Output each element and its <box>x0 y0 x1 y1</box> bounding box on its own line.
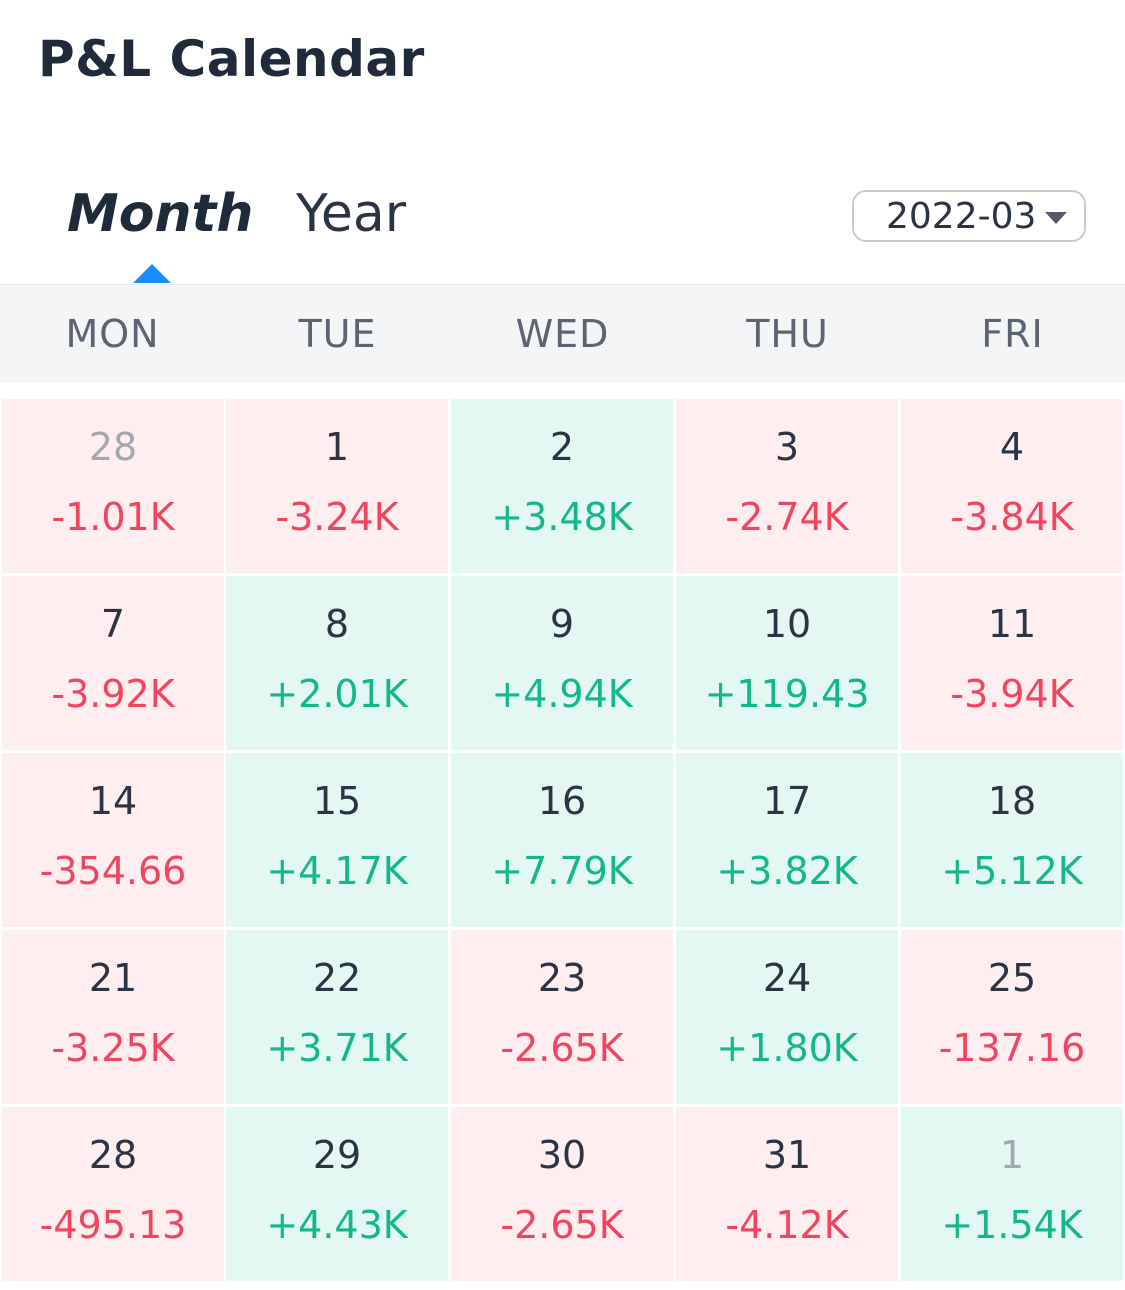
weekday-fri: FRI <box>981 312 1044 356</box>
calendar-day-cell[interactable]: 17 +3.82K <box>676 753 898 927</box>
day-number: 18 <box>987 779 1037 823</box>
calendar-day-cell[interactable]: 9 +4.94K <box>451 576 673 750</box>
daily-pnl-value: -1.01K <box>51 495 175 539</box>
day-number: 25 <box>987 956 1037 1000</box>
tab-year[interactable]: Year <box>296 184 407 244</box>
day-number: 30 <box>537 1133 587 1177</box>
calendar-day-cell[interactable]: 21 -3.25K <box>2 930 224 1104</box>
day-number: 28 <box>88 1133 138 1177</box>
day-number: 21 <box>88 956 138 1000</box>
month-selector-value: 2022-03 <box>886 196 1037 237</box>
day-number: 22 <box>312 956 362 1000</box>
daily-pnl-value: +119.43 <box>704 672 870 716</box>
calendar-day-cell[interactable]: 1 +1.54K <box>901 1107 1123 1281</box>
calendar-day-cell[interactable]: 29 +4.43K <box>226 1107 448 1281</box>
calendar-day-cell[interactable]: 18 +5.12K <box>901 753 1123 927</box>
tab-month[interactable]: Month <box>67 184 254 244</box>
daily-pnl-value: -2.65K <box>500 1026 624 1070</box>
view-tabs: Month Year <box>0 180 1125 284</box>
caret-down-icon <box>1045 212 1067 224</box>
daily-pnl-value: -2.74K <box>725 495 849 539</box>
weekday-mon: MON <box>65 312 160 356</box>
calendar-day-cell[interactable]: 10 +119.43 <box>676 576 898 750</box>
day-number: 28 <box>88 425 138 469</box>
daily-pnl-value: -137.16 <box>938 1026 1086 1070</box>
day-number: 10 <box>762 602 812 646</box>
daily-pnl-value: -354.66 <box>39 849 187 893</box>
daily-pnl-value: -3.92K <box>51 672 175 716</box>
day-number: 24 <box>762 956 812 1000</box>
day-number: 3 <box>774 425 800 469</box>
day-number: 9 <box>549 602 575 646</box>
calendar-day-cell[interactable]: 22 +3.71K <box>226 930 448 1104</box>
day-number: 7 <box>100 602 126 646</box>
day-number: 11 <box>987 602 1037 646</box>
day-number: 15 <box>312 779 362 823</box>
daily-pnl-value: +1.54K <box>941 1203 1083 1247</box>
calendar-day-cell[interactable]: 3 -2.74K <box>676 399 898 573</box>
daily-pnl-value: +3.82K <box>716 849 858 893</box>
calendar-day-cell[interactable]: 28 -495.13 <box>2 1107 224 1281</box>
weekday-wed: WED <box>515 312 610 356</box>
daily-pnl-value: +3.48K <box>491 495 633 539</box>
calendar-day-cell[interactable]: 1 -3.24K <box>226 399 448 573</box>
daily-pnl-value: +3.71K <box>266 1026 408 1070</box>
daily-pnl-value: +4.17K <box>266 849 408 893</box>
day-number: 8 <box>324 602 350 646</box>
calendar-day-cell[interactable]: 4 -3.84K <box>901 399 1123 573</box>
calendar-day-cell[interactable]: 11 -3.94K <box>901 576 1123 750</box>
daily-pnl-value: -4.12K <box>725 1203 849 1247</box>
day-number: 14 <box>88 779 138 823</box>
calendar-day-cell[interactable]: 25 -137.16 <box>901 930 1123 1104</box>
day-number: 1 <box>324 425 350 469</box>
daily-pnl-value: +1.80K <box>716 1026 858 1070</box>
page-title: P&L Calendar <box>38 30 425 88</box>
day-number: 17 <box>762 779 812 823</box>
active-tab-indicator <box>133 264 171 283</box>
daily-pnl-value: -3.24K <box>275 495 399 539</box>
weekday-header: MON TUE WED THU FRI <box>0 284 1125 383</box>
calendar-day-cell[interactable]: 14 -354.66 <box>2 753 224 927</box>
calendar-day-cell[interactable]: 2 +3.48K <box>451 399 673 573</box>
calendar-day-cell[interactable]: 7 -3.92K <box>2 576 224 750</box>
daily-pnl-value: -3.94K <box>950 672 1074 716</box>
day-number: 31 <box>762 1133 812 1177</box>
daily-pnl-value: +4.94K <box>491 672 633 716</box>
calendar-day-cell[interactable]: 24 +1.80K <box>676 930 898 1104</box>
weekday-thu: THU <box>746 312 829 356</box>
daily-pnl-value: -2.65K <box>500 1203 624 1247</box>
month-selector[interactable]: 2022-03 <box>852 190 1086 242</box>
daily-pnl-value: -3.84K <box>950 495 1074 539</box>
daily-pnl-value: +4.43K <box>266 1203 408 1247</box>
daily-pnl-value: +5.12K <box>941 849 1083 893</box>
day-number: 16 <box>537 779 587 823</box>
calendar-day-cell[interactable]: 16 +7.79K <box>451 753 673 927</box>
day-number: 23 <box>537 956 587 1000</box>
weekday-tue: TUE <box>298 312 377 356</box>
calendar-grid: 28 -1.01K 1 -3.24K 2 +3.48K 3 -2.74K 4 -3.84K 7 -3.… <box>0 399 1125 1290</box>
daily-pnl-value: -495.13 <box>39 1203 187 1247</box>
day-number: 2 <box>549 425 575 469</box>
day-number: 4 <box>999 425 1025 469</box>
calendar-day-cell[interactable]: 8 +2.01K <box>226 576 448 750</box>
calendar-day-cell[interactable]: 31 -4.12K <box>676 1107 898 1281</box>
calendar-day-cell[interactable]: 28 -1.01K <box>2 399 224 573</box>
calendar-day-cell[interactable]: 30 -2.65K <box>451 1107 673 1281</box>
calendar-day-cell[interactable]: 15 +4.17K <box>226 753 448 927</box>
day-number: 29 <box>312 1133 362 1177</box>
day-number: 1 <box>999 1133 1025 1177</box>
calendar-day-cell[interactable]: 23 -2.65K <box>451 930 673 1104</box>
daily-pnl-value: +2.01K <box>266 672 408 716</box>
daily-pnl-value: +7.79K <box>491 849 633 893</box>
daily-pnl-value: -3.25K <box>51 1026 175 1070</box>
